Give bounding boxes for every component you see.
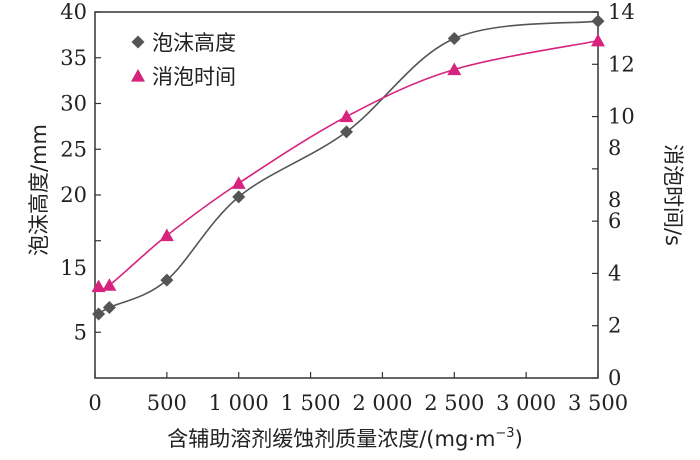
y-axis-left-title: 泡沫高度/mm: [27, 124, 51, 256]
data-point-triangle: [131, 69, 145, 82]
x-tick-label: 2 500: [424, 391, 484, 415]
legend-label: 消泡时间: [152, 65, 236, 89]
legend-label: 泡沫高度: [152, 31, 236, 55]
y-right-tick-label: 8: [608, 188, 621, 212]
data-point-triangle: [159, 228, 174, 242]
y-right-tick-label: 2: [608, 314, 621, 338]
y-right-tick-label: 10: [608, 105, 635, 129]
data-point-diamond: [340, 125, 353, 139]
x-axis-title-sup: −3: [495, 426, 514, 441]
y-right-tick-label: 6: [608, 209, 621, 233]
y-right-tick-label: 14: [608, 0, 635, 24]
series-line: [98, 20, 599, 315]
data-point-triangle: [591, 33, 605, 47]
y-right-tick-label: 4: [608, 261, 621, 285]
x-tick-label: 2 000: [352, 391, 412, 415]
y-left-tick-label: 5: [74, 320, 87, 344]
series: [91, 14, 605, 321]
ticks: 0 500 1 000 1 500 2 000 2 500 3 000 3 500515202…: [60, 0, 634, 415]
x-axis-title: 含辅助溶剂缓蚀剂质量浓度/(mg·m−3): [167, 426, 523, 451]
x-tick-label: 3 500: [568, 391, 628, 415]
y-right-tick-label: 8: [608, 136, 621, 160]
series-diamond: [92, 14, 605, 321]
data-point-diamond: [160, 273, 174, 287]
data-point-triangle: [102, 278, 117, 291]
x-tick-label: 1 500: [281, 391, 341, 415]
data-point-triangle: [231, 176, 246, 189]
series-triangle: [91, 33, 605, 293]
data-point-diamond: [447, 32, 461, 46]
y-right-tick-label: 12: [608, 52, 635, 76]
x-axis-title-main: 含辅助溶剂缓蚀剂质量浓度/(mg·m: [167, 427, 495, 451]
x-tick-label: 1 000: [209, 391, 269, 415]
data-point-triangle: [447, 62, 462, 76]
data-point-diamond: [591, 14, 605, 28]
data-point-diamond: [131, 35, 145, 49]
data-point-diamond: [232, 190, 246, 204]
x-tick-label: 3 000: [496, 391, 556, 415]
data-point-triangle: [91, 279, 106, 293]
y-left-tick-label: 35: [60, 46, 87, 70]
series-line: [98, 39, 599, 291]
y-axis-right-title: 消泡时间/s: [661, 144, 685, 246]
y-left-tick-label: 20: [60, 183, 87, 207]
y-left-tick-label: 30: [60, 92, 87, 116]
x-axis-title-end: ): [515, 427, 523, 451]
data-point-diamond: [92, 307, 106, 321]
y-left-tick-label: 15: [60, 256, 87, 280]
x-tick-label: 500: [147, 391, 187, 415]
data-point-diamond: [102, 301, 116, 315]
x-tick-label: 0: [88, 391, 101, 415]
y-left-tick-label: 25: [60, 137, 87, 161]
y-right-tick-label: 0: [608, 366, 621, 390]
data-point-triangle: [339, 109, 354, 123]
y-left-tick-label: 40: [60, 0, 87, 24]
